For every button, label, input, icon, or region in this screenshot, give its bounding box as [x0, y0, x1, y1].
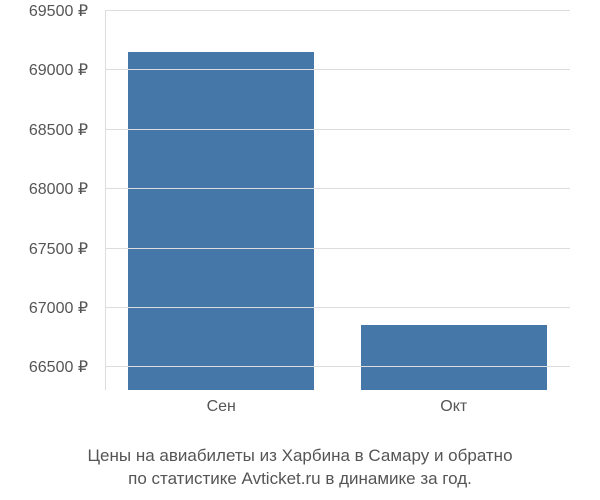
- gridline: [105, 188, 570, 189]
- bar: [361, 325, 547, 390]
- caption-line-1: Цены на авиабилеты из Харбина в Самару и…: [87, 446, 512, 465]
- y-tick-label: 68500 ₽: [8, 120, 88, 140]
- y-tick-label: 66500 ₽: [8, 357, 88, 377]
- gridline: [105, 129, 570, 130]
- y-tick-label: 67000 ₽: [8, 298, 88, 318]
- y-tick-label: 67500 ₽: [8, 239, 88, 259]
- x-tick-label: Окт: [424, 398, 484, 416]
- plot-area: [105, 10, 570, 390]
- y-tick-label: 69500 ₽: [8, 1, 88, 21]
- gridline: [105, 248, 570, 249]
- gridline: [105, 10, 570, 11]
- gridline: [105, 307, 570, 308]
- bar: [128, 52, 314, 390]
- y-tick-label: 68000 ₽: [8, 179, 88, 199]
- y-tick-label: 69000 ₽: [8, 60, 88, 80]
- bar-chart: 66500 ₽ 67000 ₽ 67500 ₽ 68000 ₽ 68500 ₽ 69000…: [0, 0, 600, 440]
- chart-caption: Цены на авиабилеты из Харбина в Самару и…: [0, 445, 600, 491]
- gridline: [105, 366, 570, 367]
- gridline: [105, 69, 570, 70]
- caption-line-2: по статистике Avticket.ru в динамике за …: [128, 469, 472, 488]
- x-tick-label: Сен: [191, 398, 251, 416]
